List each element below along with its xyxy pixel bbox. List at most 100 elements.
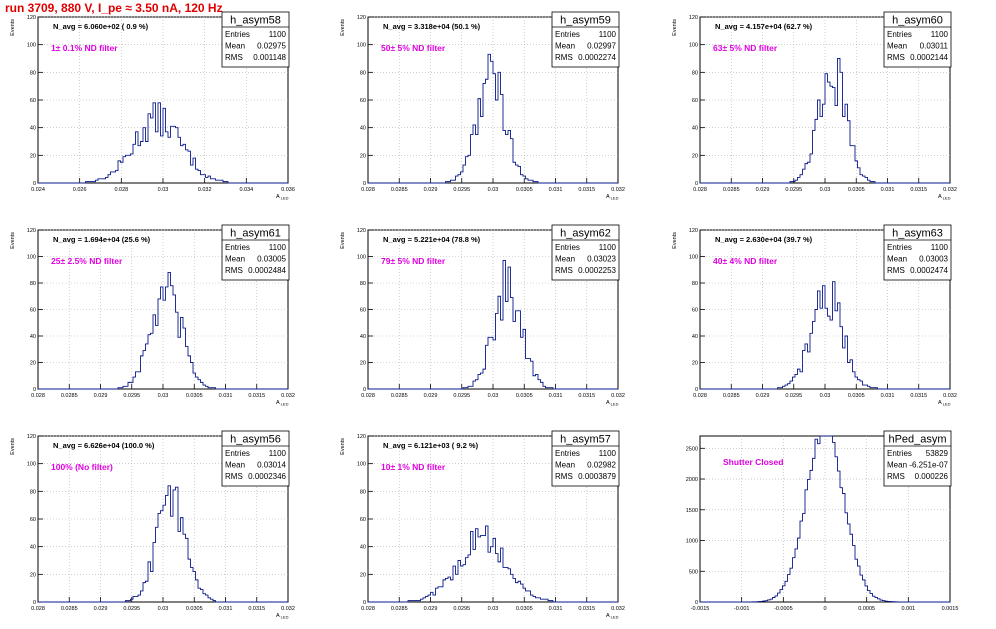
x-tick-label: 0.0305 (848, 187, 865, 193)
x-tick-label: 0.032 (611, 393, 625, 399)
x-tick-label: 0.029 (424, 393, 438, 399)
y-tick-label: 80 (360, 70, 366, 76)
y-tick-label: 40 (30, 545, 36, 551)
y-tick-label: 60 (30, 517, 36, 523)
y-tick-label: 0 (363, 387, 366, 393)
x-axis-title: ALED (606, 400, 619, 407)
y-tick-label: 60 (30, 98, 36, 104)
stats-label: Entries (555, 449, 580, 458)
stats-box (221, 11, 290, 68)
y-tick-label: 100 (27, 462, 36, 468)
y-tick-label: 120 (357, 228, 366, 234)
histogram-line (700, 435, 950, 603)
stats-value: 1100 (599, 30, 617, 39)
y-tick-label: 120 (689, 15, 698, 21)
x-axis-subscript: LED (611, 615, 619, 620)
x-tick-label: 0.0295 (123, 606, 140, 612)
histogram-line (38, 485, 288, 603)
y-tick-label: 20 (360, 153, 366, 159)
y-tick-label: 80 (30, 70, 36, 76)
stats-box (883, 430, 952, 487)
y-tick-label: 60 (30, 308, 36, 314)
x-tick-label: 0.0295 (453, 606, 470, 612)
x-tick-label: 0.029 (94, 393, 108, 399)
x-tick-label: 0.03 (158, 606, 169, 612)
stats-value: -6.251e-07 (909, 461, 948, 470)
x-tick-label: 0.03 (488, 606, 499, 612)
y-tick-label: 40 (360, 126, 366, 132)
x-tick-label: 0.032 (943, 393, 957, 399)
y-tick-label: 60 (360, 98, 366, 104)
stats-value: 1100 (269, 30, 287, 39)
y-tick-label: 100 (357, 255, 366, 261)
filter-annotation: 50± 5% ND filter (381, 43, 446, 53)
stats-label: RMS (555, 53, 573, 62)
stats-value: 0.03011 (920, 42, 949, 51)
stats-label: Mean (887, 42, 907, 51)
stats-label: Mean (555, 42, 575, 51)
x-tick-label: -0.001 (734, 606, 750, 612)
x-tick-label: 0.03 (158, 187, 169, 193)
x-axis-title: ALED (938, 400, 951, 407)
stats-label: Entries (555, 243, 580, 252)
y-tick-label: 1500 (686, 508, 698, 514)
stats-label: Entries (887, 243, 912, 252)
stats-title: h_asym56 (230, 434, 281, 446)
stats-value: 0.000226 (915, 472, 949, 481)
x-tick-label: 0.0295 (785, 187, 802, 193)
x-tick-label: 0.029 (756, 393, 770, 399)
stats-box (551, 224, 620, 281)
x-tick-label: 0.0005 (858, 606, 875, 612)
y-tick-label: 0 (33, 181, 36, 187)
stats-value: 0.0002484 (248, 266, 286, 275)
y-tick-label: 80 (360, 489, 366, 495)
stats-value: 1100 (931, 243, 949, 252)
x-tick-label: 0.028 (693, 393, 707, 399)
y-tick-label: 120 (27, 15, 36, 21)
x-axis-subscript: LED (281, 402, 289, 407)
x-tick-label: 0.0315 (578, 606, 595, 612)
y-tick-label: 120 (27, 228, 36, 234)
y-tick-label: 40 (692, 334, 698, 340)
y-tick-label: 120 (689, 228, 698, 234)
stats-value: 0.02982 (587, 461, 616, 470)
stats-label: Entries (887, 30, 912, 39)
x-tick-label: 0.034 (239, 187, 253, 193)
y-tick-label: 80 (30, 489, 36, 495)
x-tick-label: 0.0305 (186, 393, 203, 399)
stats-title: h_asym63 (892, 228, 943, 240)
y-tick-label: 60 (692, 98, 698, 104)
y-tick-label: 20 (30, 572, 36, 578)
navg-label: N_avg = 4.157e+04 (62.7 %) (715, 22, 813, 31)
stats-value: 1100 (269, 449, 287, 458)
y-tick-label: 2500 (686, 446, 698, 452)
x-tick-label: 0.03 (488, 187, 499, 193)
filter-annotation: Shutter Closed (723, 457, 783, 467)
x-tick-label: 0.0015 (942, 606, 959, 612)
filter-annotation: 100% (No filter) (51, 462, 113, 472)
x-tick-label: 0.0315 (910, 393, 927, 399)
x-tick-label: 0.0285 (723, 393, 740, 399)
x-tick-label: 0.0285 (391, 606, 408, 612)
histogram-line (38, 102, 288, 184)
x-tick-label: 0.032 (281, 393, 295, 399)
stats-value: 0.0002274 (578, 53, 616, 62)
histogram-hPed_asym: -0.0015 -0.001 -0.0005 0 0.0005 0.001 0.0015 0 5… (686, 430, 958, 612)
y-tick-label: 0 (695, 600, 698, 606)
x-axis-title: ALED (938, 194, 951, 201)
stats-label: Mean (225, 255, 245, 264)
stats-title: h_asym61 (230, 228, 281, 240)
x-tick-label: 0.024 (31, 187, 45, 193)
page-title: run 3709, 880 V, I_pe ≈ 3.50 nA, 120 Hz (5, 1, 223, 15)
x-tick-label: 0.031 (881, 393, 895, 399)
y-tick-label: 0 (695, 387, 698, 393)
y-tick-label: 60 (360, 308, 366, 314)
stats-label: Entries (225, 449, 250, 458)
stats-label: RMS (887, 472, 905, 481)
y-tick-label: 0 (363, 600, 366, 606)
x-tick-label: 0.0285 (61, 393, 78, 399)
x-axis-subscript: LED (611, 196, 619, 201)
navg-label: N_avg = 6.121e+03 ( 9.2 %) (383, 441, 479, 450)
x-tick-label: 0.03 (820, 187, 831, 193)
